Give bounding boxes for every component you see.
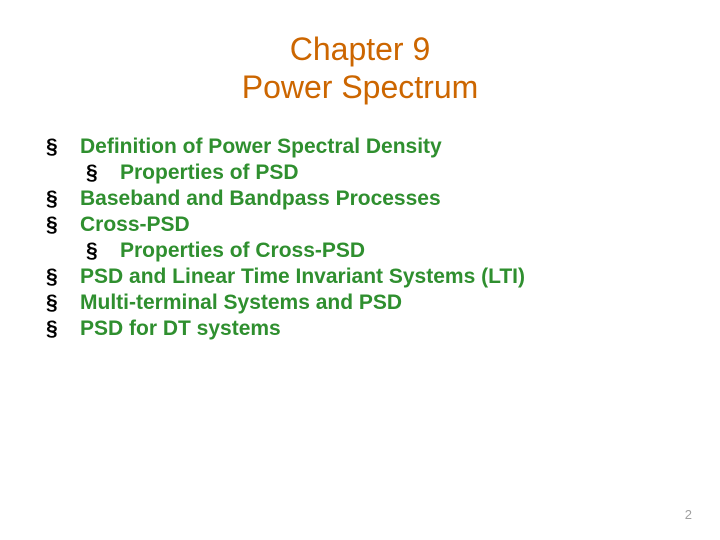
outline-item: §Baseband and Bandpass Processes [40,187,680,211]
outline-subitem: §Properties of PSD [40,161,680,185]
outline-item: §PSD for DT systems [40,317,680,341]
outline-item-label: PSD for DT systems [80,317,680,341]
bullet-icon: § [40,291,80,315]
outline-item-label: Cross-PSD [80,213,680,237]
bullet-icon: § [40,135,80,159]
bullet-icon: § [80,161,120,185]
bullet-icon: § [40,213,80,237]
outline-item: §Cross-PSD [40,213,680,237]
outline-item: §Definition of Power Spectral Density [40,135,680,159]
outline-item: §Multi-terminal Systems and PSD [40,291,680,315]
outline-subitem-label: Properties of PSD [120,161,680,185]
outline-item: §PSD and Linear Time Invariant Systems (… [40,265,680,289]
title-line-1: Chapter 9 [40,30,680,68]
bullet-icon: § [80,239,120,263]
bullet-icon: § [40,265,80,289]
page-number: 2 [685,507,692,522]
outline-item-label: Definition of Power Spectral Density [80,135,680,159]
outline-subitem: §Properties of Cross-PSD [40,239,680,263]
bullet-icon: § [40,187,80,211]
outline-item-label: Multi-terminal Systems and PSD [80,291,680,315]
outline-item-label: PSD and Linear Time Invariant Systems (L… [80,265,680,289]
bullet-icon: § [40,317,80,341]
title-line-2: Power Spectrum [40,68,680,106]
slide: Chapter 9 Power Spectrum §Definition of … [0,0,720,540]
slide-title: Chapter 9 Power Spectrum [40,30,680,107]
outline-subitem-label: Properties of Cross-PSD [120,239,680,263]
outline-item-label: Baseband and Bandpass Processes [80,187,680,211]
outline-list: §Definition of Power Spectral Density§Pr… [40,135,680,341]
